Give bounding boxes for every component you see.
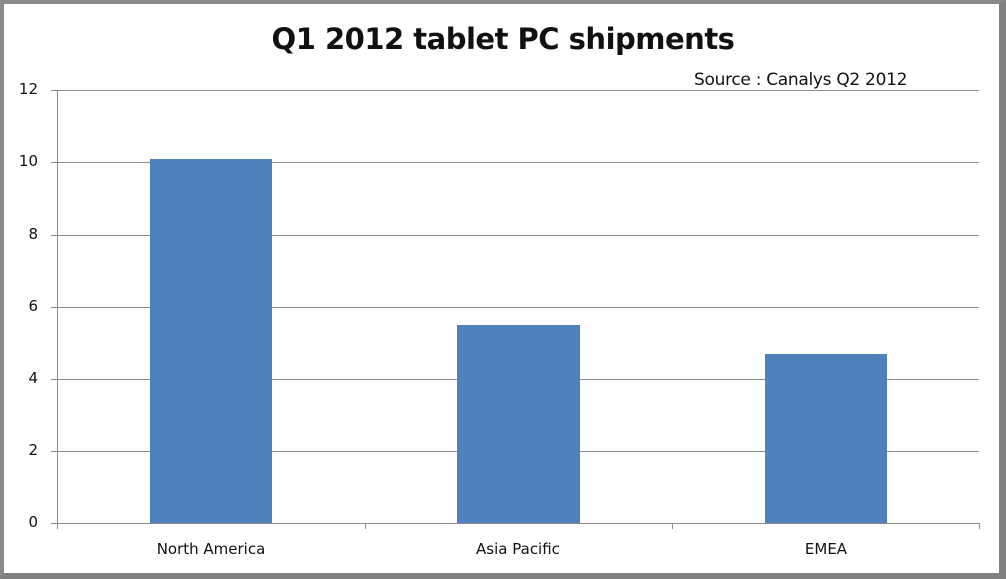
y-tick-label: 2 (28, 441, 38, 459)
x-axis (51, 523, 979, 524)
y-tick-label: 12 (18, 80, 38, 98)
gridline-6 (51, 307, 979, 308)
x-tick (365, 523, 366, 529)
x-label-emea: EMEA (804, 540, 848, 558)
x-tick (672, 523, 673, 529)
gridline-8 (51, 235, 979, 236)
y-tick-label: 0 (28, 513, 38, 531)
gridline-12 (51, 90, 979, 91)
y-axis (57, 90, 58, 524)
source-annotation: Source : Canalys Q2 2012 (694, 70, 908, 90)
bar-asia-pacific (457, 325, 580, 523)
chart-title: Q1 2012 tablet PC shipments (271, 22, 735, 56)
x-label-asia-pacific: Asia Pacific (476, 540, 560, 558)
y-tick-label: 6 (28, 297, 38, 315)
y-tick-label: 10 (18, 152, 38, 170)
x-label-north-america: North America (156, 540, 266, 558)
gridline-10 (51, 162, 979, 163)
y-tick-label: 8 (28, 225, 38, 243)
bar-north-america (150, 159, 272, 523)
x-tick (979, 523, 980, 529)
y-tick-label: 4 (28, 369, 38, 387)
x-tick (57, 523, 58, 529)
bar-emea (765, 354, 887, 523)
